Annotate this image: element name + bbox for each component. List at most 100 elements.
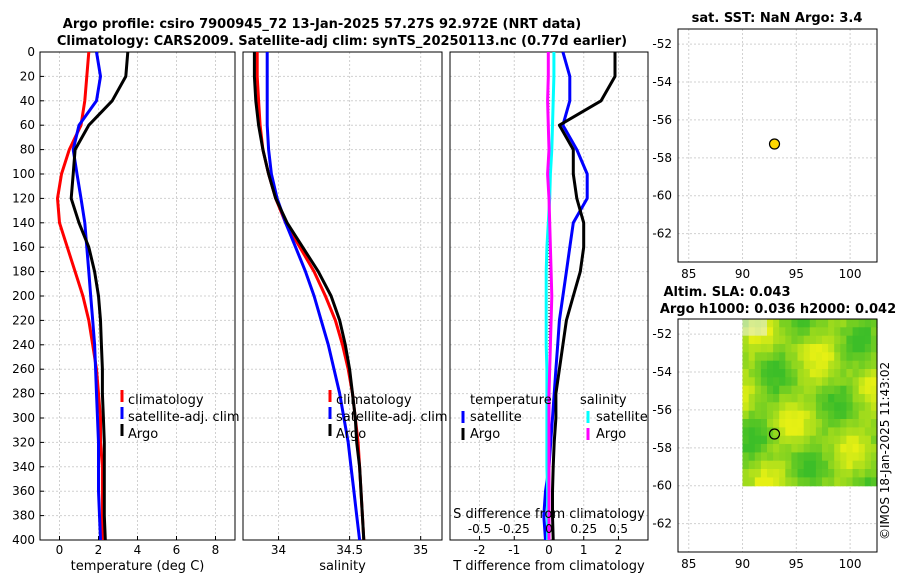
heatmap-cell xyxy=(815,385,823,395)
heatmap-cell xyxy=(748,327,756,337)
heatmap-cell xyxy=(748,335,756,345)
heatmap-cell xyxy=(852,435,860,445)
heatmap-cell xyxy=(754,385,762,395)
heatmap-cell xyxy=(852,319,860,328)
heatmap-cell xyxy=(828,460,835,470)
heatmap-cell xyxy=(809,410,817,420)
heatmap-cell xyxy=(748,460,756,470)
heatmap-cell xyxy=(748,435,756,445)
heatmap-cell xyxy=(870,402,878,412)
xaxis-label: temperature (deg C) xyxy=(71,559,205,574)
legend-label: satellite-adj. clim xyxy=(128,410,240,425)
heatmap-cell xyxy=(822,427,829,437)
heatmap-cell xyxy=(858,427,866,437)
heatmap-cell xyxy=(773,369,780,378)
heatmap-cell xyxy=(852,360,860,370)
heatmap-cell xyxy=(803,394,811,403)
heatmap-cell xyxy=(773,319,780,328)
heatmap-cell xyxy=(822,435,829,445)
heatmap-cell xyxy=(834,460,841,470)
figure-title-line2: Climatology: CARS2009. Satellite-adj cli… xyxy=(57,34,627,49)
ytick-label: 40 xyxy=(20,94,35,108)
heatmap-cell xyxy=(767,369,774,378)
heatmap-cell xyxy=(748,444,756,453)
heatmap-cell xyxy=(864,369,872,378)
heatmap-cell xyxy=(840,385,847,395)
heatmap-cell xyxy=(864,402,872,412)
heatmap-cell xyxy=(785,444,792,453)
heatmap-cell xyxy=(834,385,841,395)
legend-label: climatology xyxy=(128,393,204,408)
ytick-label: 340 xyxy=(12,460,35,474)
heatmap-cell xyxy=(834,427,841,437)
heatmap-cell xyxy=(742,385,750,395)
heatmap-cell xyxy=(748,469,756,478)
heatmap-cell xyxy=(791,394,799,403)
heatmap-cell xyxy=(822,352,829,362)
heatmap-cell xyxy=(809,319,817,328)
heatmap-cell xyxy=(760,394,768,403)
temperature-panel: 0204060801001201401601802002202402602803… xyxy=(12,45,240,574)
heatmap-cell xyxy=(785,394,792,403)
heatmap-cell xyxy=(785,452,792,462)
heatmap-cell xyxy=(858,335,866,345)
heatmap-cell xyxy=(815,452,823,462)
heatmap-cell xyxy=(828,444,835,453)
sst-map-title: sat. SST: NaN Argo: 3.4 xyxy=(692,11,863,26)
heatmap-cell xyxy=(858,352,866,362)
heatmap-cell xyxy=(742,477,750,487)
heatmap-cell xyxy=(785,352,792,362)
heatmap-cell xyxy=(852,427,860,437)
heatmap-cell xyxy=(767,477,774,487)
xaxis-top-label: S difference from climatology xyxy=(453,507,645,522)
xtick-label: 35 xyxy=(413,543,428,557)
heatmap-cell xyxy=(852,477,860,487)
heatmap-cell xyxy=(785,477,792,487)
heatmap-cell xyxy=(779,452,786,462)
heatmap-cell xyxy=(870,477,878,487)
ytick-label: 140 xyxy=(12,216,35,230)
series-line-s-argo xyxy=(546,52,554,540)
heatmap-cell xyxy=(858,394,866,403)
heatmap-cell xyxy=(742,419,750,428)
ytick-label: -56 xyxy=(652,403,672,417)
heatmap-cell xyxy=(840,335,847,345)
heatmap-cell xyxy=(785,435,792,445)
legend-label: Argo xyxy=(596,427,626,442)
heatmap-cell xyxy=(773,360,780,370)
heatmap-cell xyxy=(742,435,750,445)
heatmap-cell xyxy=(815,460,823,470)
heatmap-cell xyxy=(779,385,786,395)
heatmap-cell xyxy=(815,377,823,387)
heatmap-cell xyxy=(785,344,792,353)
heatmap-cell xyxy=(797,335,805,345)
heatmap-cell xyxy=(773,385,780,395)
heatmap-cell xyxy=(828,477,835,487)
heatmap-cell xyxy=(785,360,792,370)
heatmap-cell xyxy=(742,369,750,378)
heatmap-cell xyxy=(840,394,847,403)
heatmap-cell xyxy=(773,402,780,412)
heatmap-cell xyxy=(815,335,823,345)
ytick-label: 60 xyxy=(20,118,35,132)
ytick-label: 380 xyxy=(12,509,35,523)
heatmap-cell xyxy=(846,452,854,462)
heatmap-cell xyxy=(773,377,780,387)
heatmap-cell xyxy=(797,435,805,445)
series-line-s-satellite xyxy=(544,52,556,540)
heatmap-cell xyxy=(834,410,841,420)
heatmap-cell xyxy=(773,444,780,453)
heatmap-cell xyxy=(779,352,786,362)
heatmap-cell xyxy=(767,452,774,462)
heatmap-cell xyxy=(809,394,817,403)
xtick-label: 95 xyxy=(789,267,804,281)
heatmap-cell xyxy=(846,360,854,370)
heatmap-cell xyxy=(742,360,750,370)
heatmap-cell xyxy=(767,319,774,328)
heatmap-cell xyxy=(785,385,792,395)
heatmap-cell xyxy=(828,360,835,370)
heatmap-cell xyxy=(846,419,854,428)
heatmap-cell xyxy=(748,352,756,362)
heatmap-cell xyxy=(822,469,829,478)
heatmap-cell xyxy=(748,419,756,428)
